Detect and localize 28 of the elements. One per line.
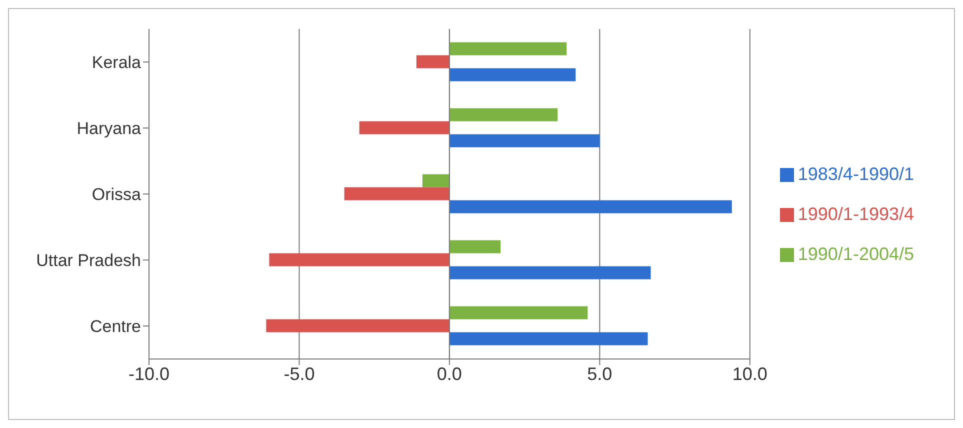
bar [449, 266, 651, 280]
bar [269, 253, 450, 266]
bar [359, 121, 450, 134]
bar [449, 134, 600, 148]
x-tick-label: -5.0 [284, 364, 315, 384]
y-tick-label: Orissa [92, 185, 142, 204]
bar [449, 42, 567, 56]
legend-label: 1990/1-2004/5 [798, 244, 914, 264]
bar [449, 332, 648, 346]
bar [422, 174, 450, 188]
bar [449, 68, 576, 82]
legend-label: 1990/1-1993/4 [798, 204, 914, 224]
y-tick-label: Haryana [76, 119, 142, 138]
y-tick-label: Centre [90, 317, 141, 336]
x-tick-label: 0.0 [436, 364, 462, 384]
y-tick-label: Kerala [92, 53, 142, 72]
x-tick-label: -10.0 [128, 364, 170, 384]
x-tick-label: 5.0 [587, 364, 612, 384]
bar [449, 108, 558, 122]
y-tick-label: Uttar Pradesh [36, 251, 141, 270]
bar [449, 200, 732, 214]
bar [266, 319, 450, 332]
bar [449, 306, 588, 320]
legend-label: 1983/4-1990/1 [798, 164, 914, 184]
bar [416, 55, 450, 68]
bar [344, 187, 450, 200]
x-tick-label: 10.0 [732, 364, 768, 384]
bar [449, 240, 501, 254]
